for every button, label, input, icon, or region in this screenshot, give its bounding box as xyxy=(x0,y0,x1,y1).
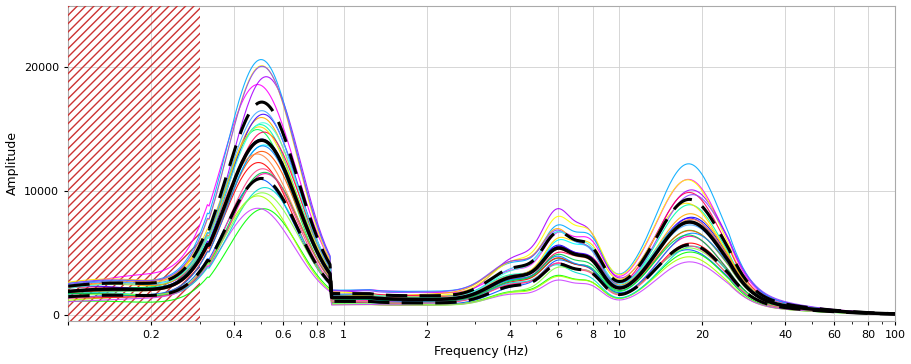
X-axis label: Frequency (Hz): Frequency (Hz) xyxy=(435,345,528,359)
Y-axis label: Amplitude: Amplitude xyxy=(5,131,18,195)
Bar xyxy=(68,5,200,321)
